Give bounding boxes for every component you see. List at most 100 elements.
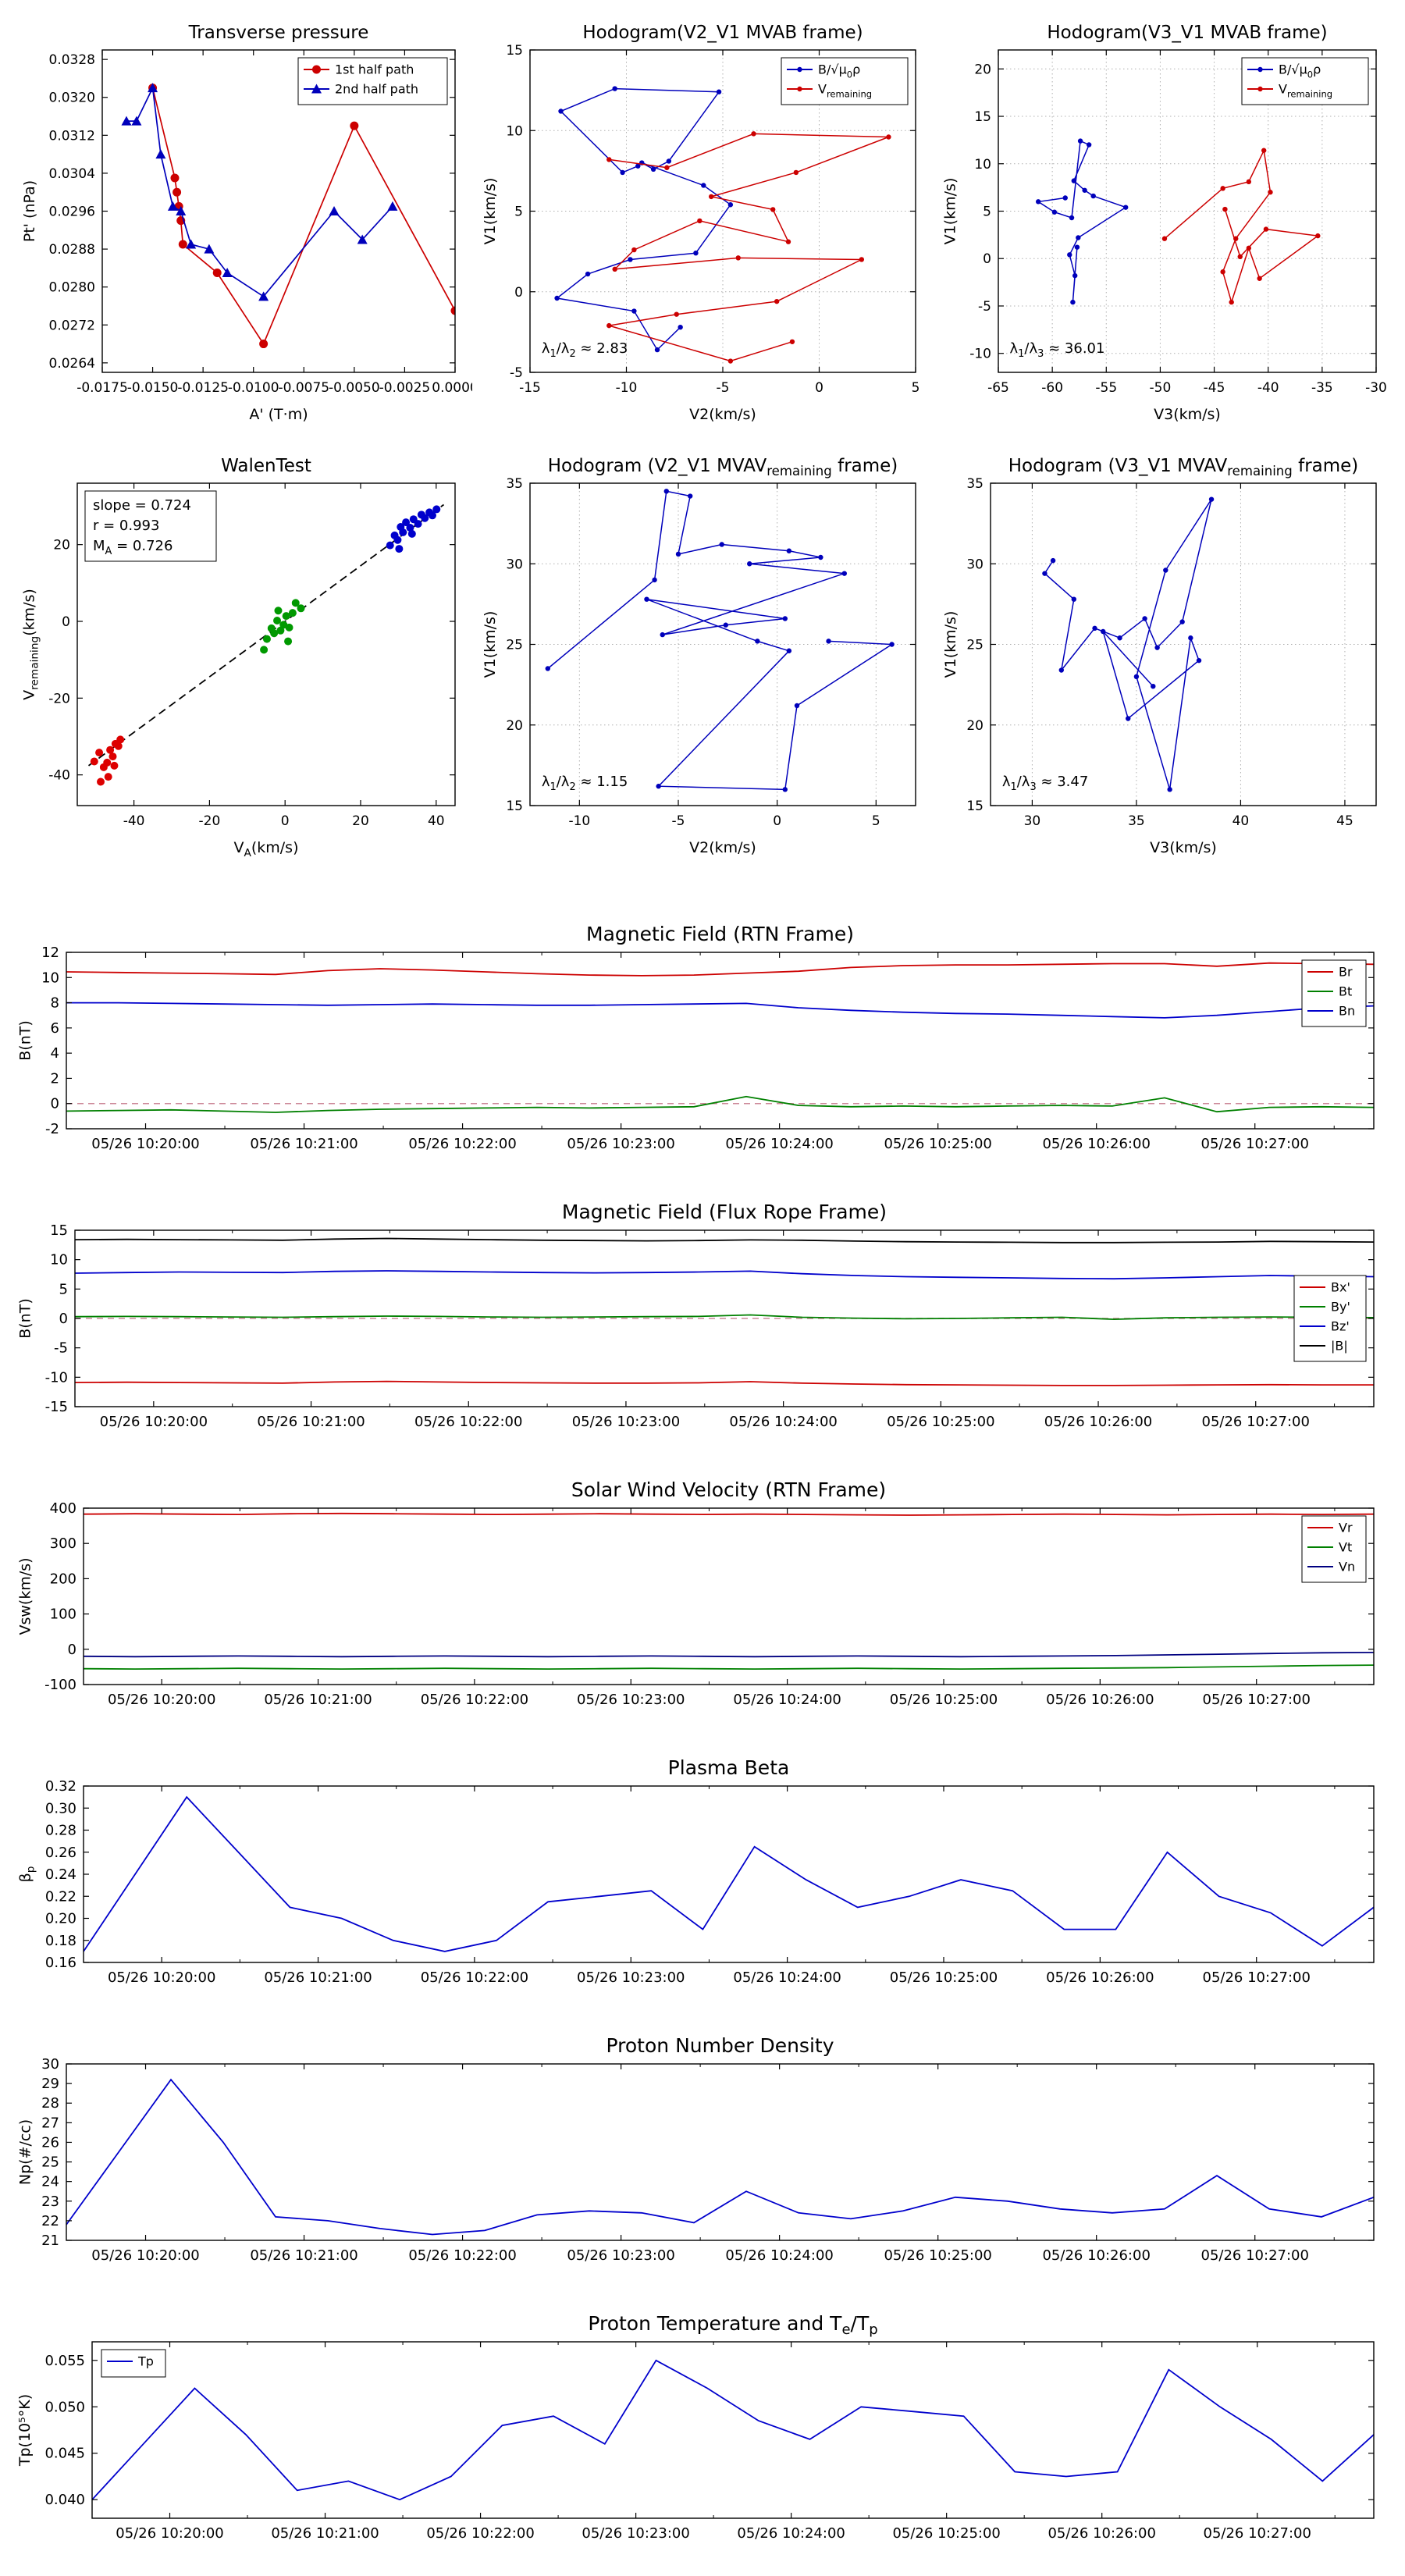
legend-label: Tp [137,2354,154,2369]
series-by [75,1314,1374,1321]
y-tick-label: -2 [45,1121,59,1137]
solar-wind-velocity-plot: 05/26 10:20:00 05/26 10:21:00 05/26 10:22:… [16,1478,1375,1708]
x-tick-label: 05/26 10:20:00 [108,1969,215,1986]
eigenvalue-annotation: λ1/λ2 ≈ 1.15 [542,774,628,793]
x-tick-label: 40 [428,813,445,829]
y-tick-label: 5 [59,1281,68,1297]
y-axis-label: Vsw(km/s) [16,1557,34,1635]
series-v-remaining [1042,496,1215,792]
x-axis-label: V2(km/s) [689,839,756,856]
magnetic-field-rtn-plot: 05/26 10:20:00 05/26 10:21:00 05/26 10:22:… [17,923,1375,1152]
y-tick-label: 0 [51,1096,59,1112]
x-tick-label: 05/26 10:27:00 [1204,2525,1311,2542]
legend-label: Bn [1339,1004,1355,1019]
x-tick-label: 05/26 10:23:00 [567,1136,674,1152]
series-v-remaining [606,131,891,364]
y-tick-label: 0.0272 [49,318,95,333]
x-tick-label: -5 [672,813,685,829]
x-tick-label: 05/26 10:26:00 [1042,1136,1150,1152]
series-bn [66,1002,1374,1019]
legend-label: B/√μ0ρ [1279,62,1321,80]
y-tick-label: 35 [506,476,523,492]
legend-label: Vt [1339,1540,1352,1555]
series-b [75,1237,1374,1244]
x-tick-label: 0 [815,380,823,396]
y-tick-label: 0.32 [45,1778,76,1795]
x-tick-label: 05/26 10:21:00 [271,2525,379,2542]
x-tick-label: -35 [1311,380,1333,396]
hodogram-v2v1-mvab-plot: -15 -10 -5 0 5 -5 0 5 10 15 Hodogram(V2_V1 MVAB fr… [482,23,919,423]
y-tick-label: 5 [514,205,523,220]
y-tick-label: 27 [41,2115,59,2131]
x-tick-label: -20 [199,813,221,829]
eigenvalue-annotation: λ1/λ2 ≈ 2.83 [542,340,628,360]
y-tick-label: -15 [45,1399,68,1415]
y-tick-label: 0.26 [45,1845,76,1861]
solar-wind-velocity-chart: 05/26 10:20:00 05/26 10:21:00 05/26 10:22:… [8,1472,1397,1730]
x-tick-label: -60 [1041,380,1063,396]
stats-textbox: slope = 0.724 r = 0.993 MA = 0.726 [84,490,217,562]
y-tick-label: -5 [54,1340,68,1357]
y-tick-label: -5 [510,365,523,381]
stats-line: r = 0.993 [93,518,159,534]
x-tick-label: 05/26 10:24:00 [737,2525,845,2542]
proton-number-density-chart: 05/26 10:20:00 05/26 10:21:00 05/26 10:22:… [8,2028,1397,2286]
x-tick-label: 05/26 10:21:00 [264,1969,372,1986]
x-tick-label: -0.0025 [379,380,431,396]
proton-number-density-plot: 05/26 10:20:00 05/26 10:21:00 05/26 10:22:… [17,2034,1375,2264]
x-axis-label: V2(km/s) [689,406,756,423]
y-tick-label: 0.28 [45,1823,76,1839]
chart-title: Magnetic Field (RTN Frame) [586,923,854,945]
chart-title: Hodogram(V3_V1 MVAB frame) [1047,23,1327,43]
chart-title: Proton Number Density [606,2034,834,2057]
series-fit [87,503,445,767]
x-tick-label: -10 [568,813,590,829]
x-tick-label: 05/26 10:22:00 [421,1692,528,1708]
y-tick-label: 0 [68,1642,76,1658]
series-first-cluster [90,735,125,786]
top-row-panel: -0.0175 -0.0150 -0.0125 -0.0100 -0.0075 -0.00… [0,0,1405,439]
y-tick-label: 0 [62,614,70,630]
x-tick-label: 05/26 10:25:00 [892,2525,1000,2542]
x-tick-label: 05/26 10:21:00 [264,1692,372,1708]
y-tick-label: 2 [51,1070,59,1087]
x-tick-label: 05/26 10:25:00 [890,1692,998,1708]
legend-label: Vremaining [818,82,872,100]
y-tick-label: 21 [41,2233,59,2249]
x-tick-label: 05/26 10:27:00 [1202,1414,1310,1430]
x-tick-label: 05/26 10:20:00 [100,1414,208,1430]
y-tick-label: 23 [41,2194,59,2210]
series-bt [66,1095,1374,1113]
series-vn [84,1652,1374,1658]
series-middle-cluster [260,599,305,654]
legend-label: Vn [1339,1560,1355,1574]
x-tick-label: 05/26 10:24:00 [725,2247,833,2264]
hodogram-v3v1-mvav-chart: 30 35 40 45 15 20 25 30 35 Hodogram (V3_V1 MVAVre… [933,447,1393,873]
x-tick-label: 35 [1128,813,1145,829]
legend: Br Bt Bn [1301,959,1367,1027]
chart-title: Plasma Beta [668,1756,790,1779]
legend-label: By' [1331,1300,1350,1315]
y-tick-label: 0 [983,251,991,267]
y-tick-label: 15 [966,799,984,814]
y-tick-label: 0.16 [45,1955,76,1971]
y-tick-label: 0.0328 [49,52,95,68]
y-tick-label: 4 [51,1045,59,1062]
x-axis-label: A' (T·m) [249,406,308,423]
x-tick-label: 05/26 10:24:00 [733,1692,841,1708]
x-tick-label: -30 [1365,380,1387,396]
y-tick-label: 25 [506,638,523,653]
y-axis-label: Pt' (nPa) [21,180,38,242]
x-tick-label: -45 [1204,380,1225,396]
x-axis-label: V3(km/s) [1150,839,1217,856]
x-tick-label: -0.0075 [278,380,329,396]
y-tick-label: 6 [51,1020,59,1037]
x-tick-label: 05/26 10:22:00 [408,2247,516,2264]
series-np [66,2078,1374,2236]
chart-title: Hodogram(V2_V1 MVAB frame) [582,23,863,43]
x-tick-label: -55 [1095,380,1117,396]
x-tick-label: 05/26 10:27:00 [1201,1136,1309,1152]
y-tick-label: 25 [966,638,984,653]
x-tick-label: 05/26 10:21:00 [257,1414,365,1430]
x-tick-label: 05/26 10:25:00 [884,2247,991,2264]
